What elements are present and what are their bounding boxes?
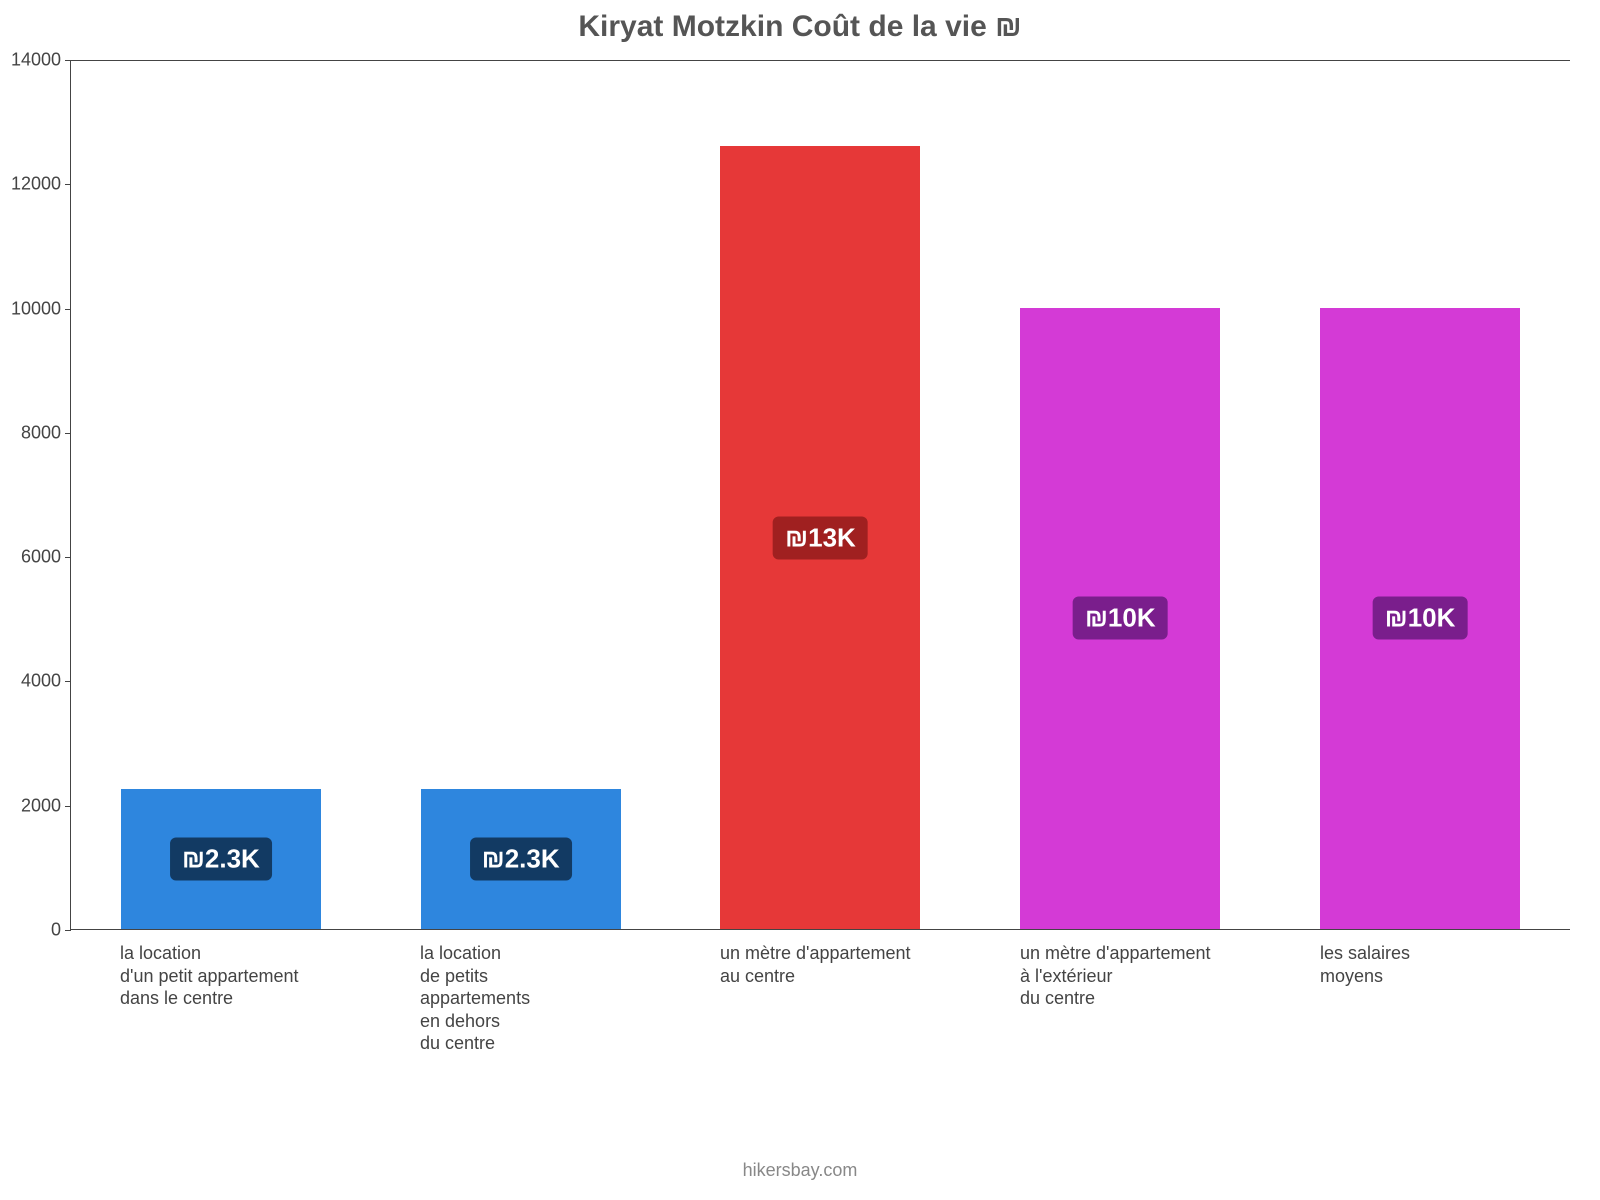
y-tick-mark (65, 806, 71, 807)
bar-value-badge: ₪2.3K (170, 838, 272, 881)
bar-slot: ₪2.3K (371, 60, 671, 929)
plot-area: ₪2.3K₪2.3K₪13K₪10K₪10K 02000400060008000… (70, 60, 1570, 930)
y-tick-mark (65, 930, 71, 931)
y-tick-label: 12000 (11, 174, 71, 195)
y-tick-mark (65, 309, 71, 310)
x-axis-label: les salairesmoyens (1270, 942, 1570, 1055)
y-tick-mark (65, 60, 71, 61)
bar-slot: ₪2.3K (71, 60, 371, 929)
y-tick-mark (65, 184, 71, 185)
bar-value-badge: ₪13K (773, 516, 868, 559)
y-tick-mark (65, 681, 71, 682)
bar-value-badge: ₪2.3K (470, 838, 572, 881)
bar-value-badge: ₪10K (1373, 597, 1468, 640)
bar-slot: ₪10K (970, 60, 1270, 929)
y-tick-label: 6000 (21, 547, 71, 568)
chart-title: Kiryat Motzkin Coût de la vie ₪ (0, 10, 1600, 44)
bar: ₪2.3K (421, 789, 621, 929)
y-tick-label: 10000 (11, 298, 71, 319)
bar: ₪10K (1020, 308, 1220, 929)
bars-container: ₪2.3K ₪2.3K ₪13K ₪10K ₪10K (71, 60, 1570, 929)
chart-footer: hikersbay.com (0, 1160, 1600, 1181)
y-tick-mark (65, 433, 71, 434)
y-tick-label: 14000 (11, 50, 71, 71)
bar-slot: ₪13K (671, 60, 971, 929)
bar: ₪13K (720, 146, 920, 929)
y-tick-mark (65, 557, 71, 558)
x-axis-label: un mètre d'appartementau centre (670, 942, 970, 1055)
bar-slot: ₪10K (1270, 60, 1570, 929)
cost-of-living-chart: Kiryat Motzkin Coût de la vie ₪ ₪2.3K₪2.… (0, 0, 1600, 1200)
bar: ₪2.3K (121, 789, 321, 929)
bar-value-badge: ₪10K (1073, 597, 1168, 640)
x-axis-labels: la locationd'un petit appartementdans le… (70, 942, 1570, 1055)
x-axis-label: la locationde petitsappartementsen dehor… (370, 942, 670, 1055)
y-tick-label: 8000 (21, 422, 71, 443)
x-axis-label: la locationd'un petit appartementdans le… (70, 942, 370, 1055)
x-axis-label: un mètre d'appartementà l'extérieurdu ce… (970, 942, 1270, 1055)
y-tick-label: 2000 (21, 795, 71, 816)
bar: ₪10K (1320, 308, 1520, 929)
y-tick-label: 4000 (21, 671, 71, 692)
